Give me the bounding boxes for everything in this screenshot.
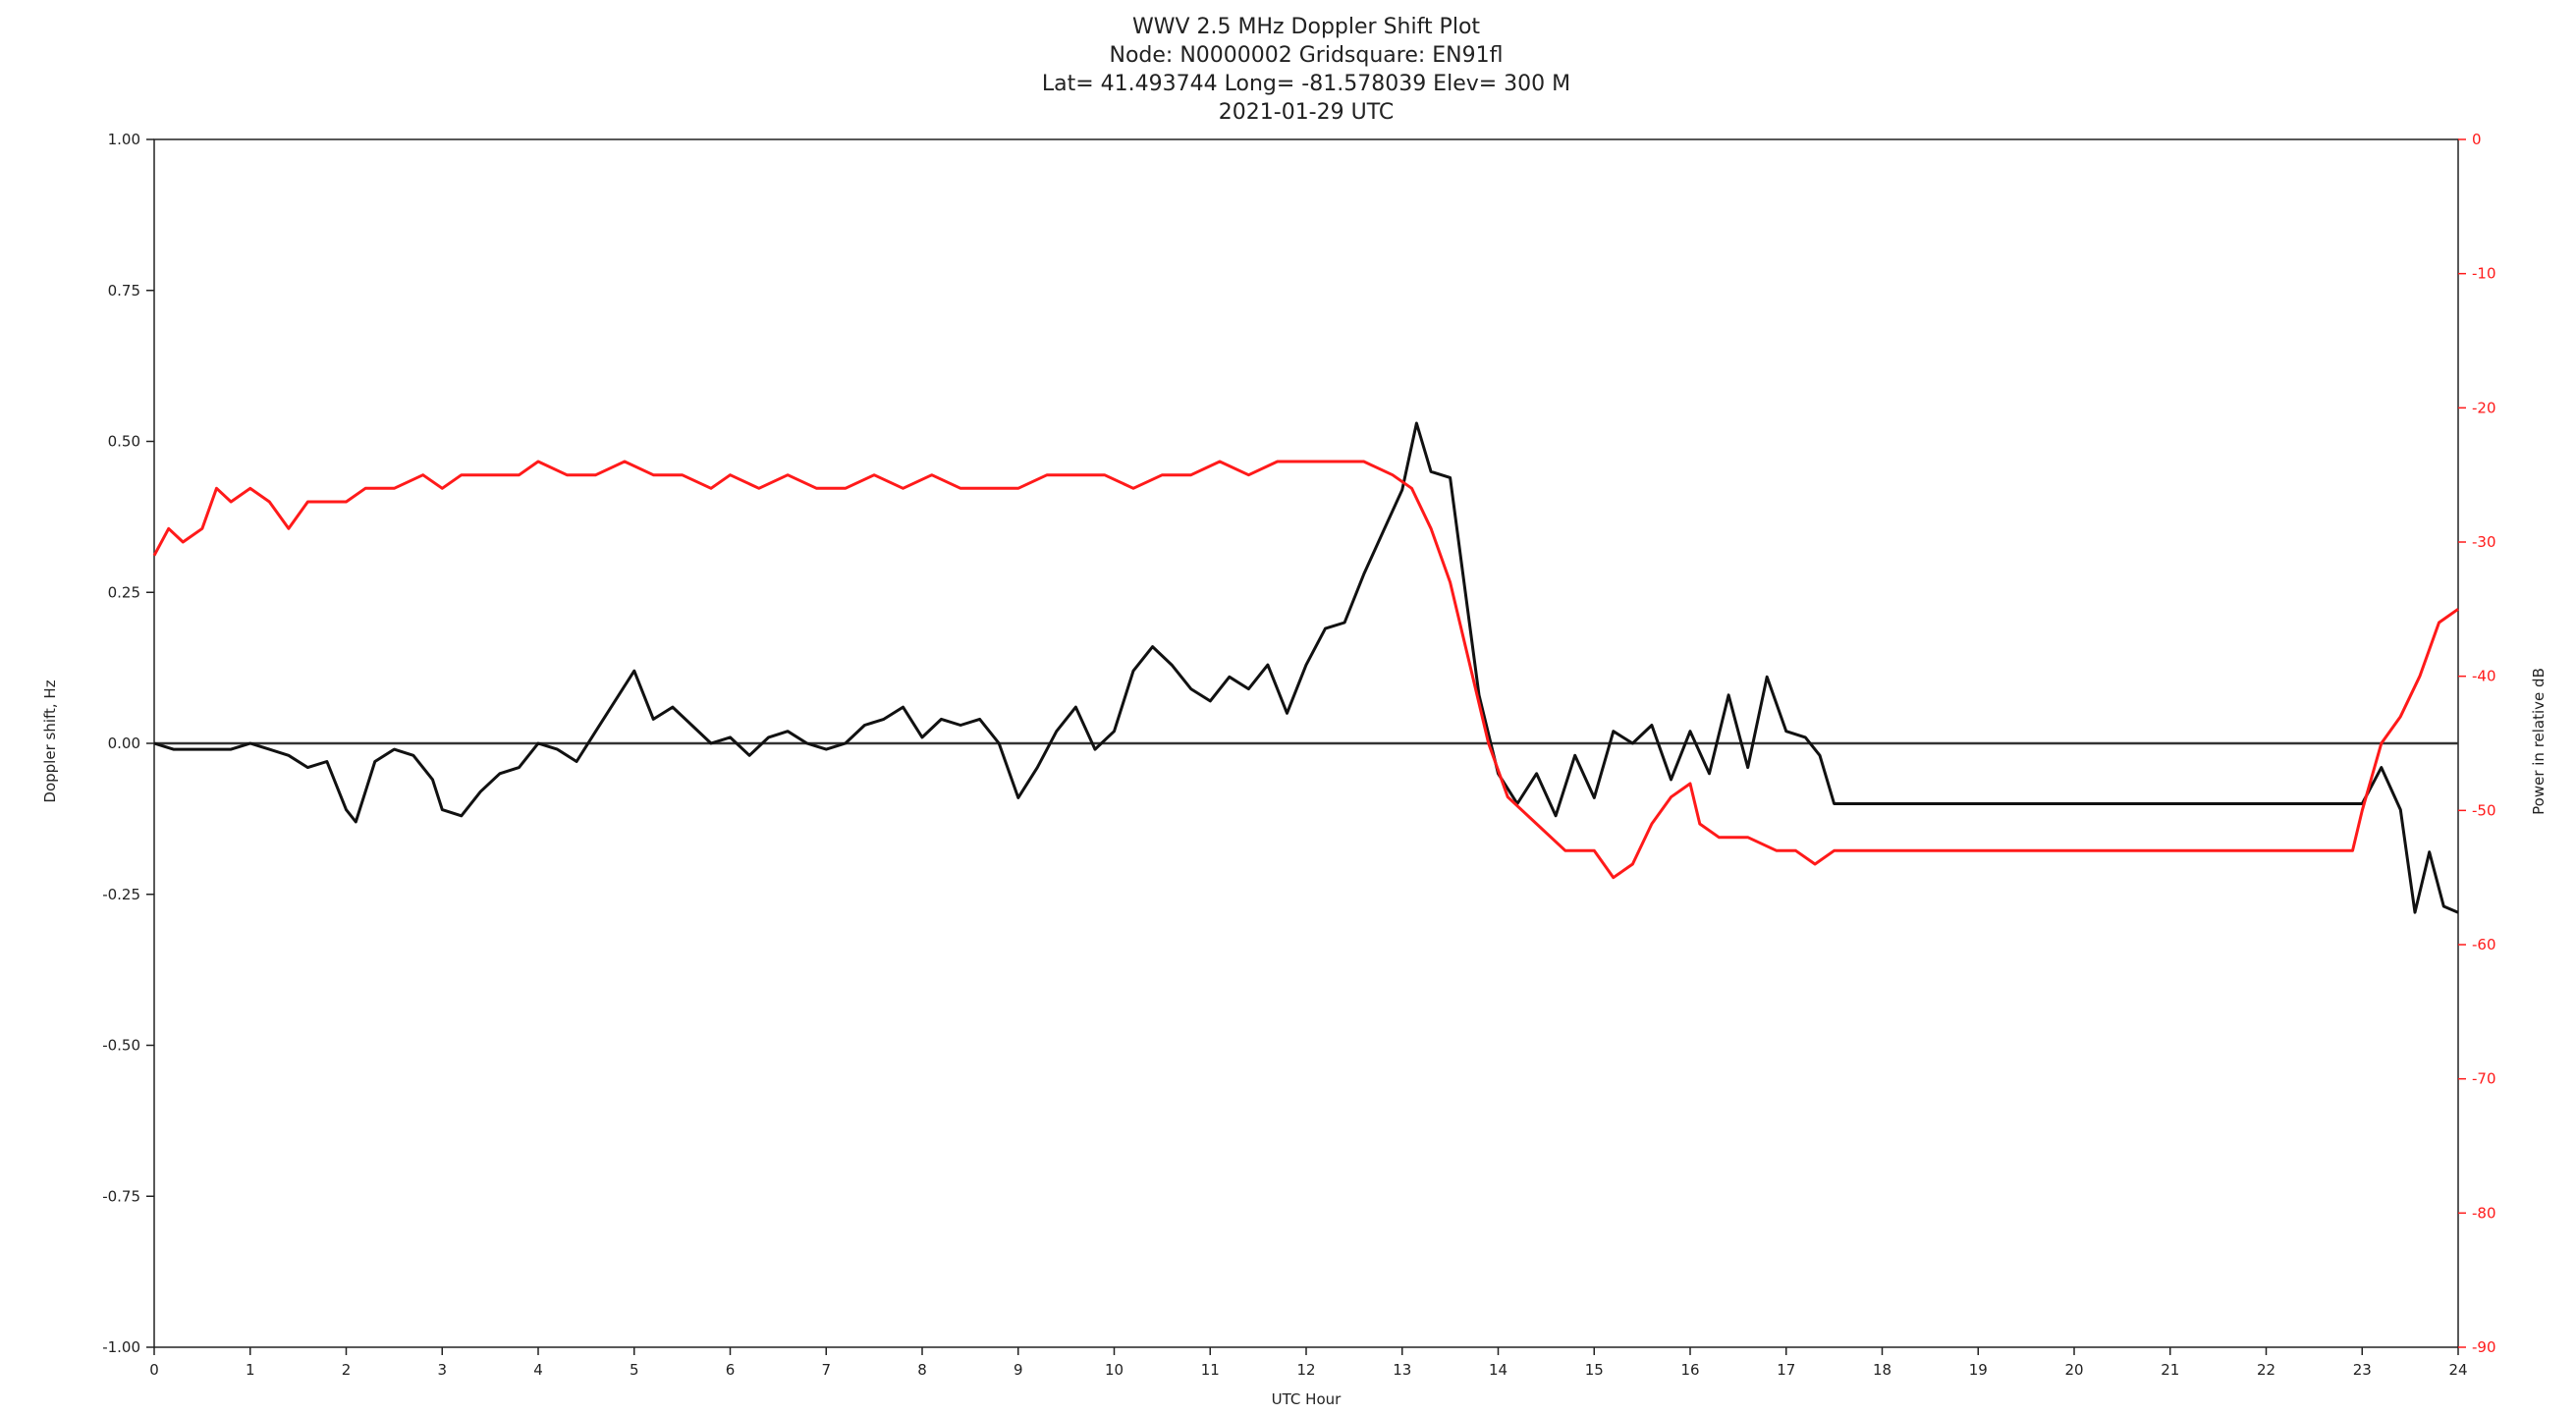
x-tick-label: 1	[246, 1361, 255, 1379]
x-tick-label: 21	[2161, 1361, 2179, 1379]
x-tick-label: 23	[2353, 1361, 2372, 1379]
y-right-tick-label: -30	[2472, 533, 2496, 551]
y-left-tick-label: 0.50	[108, 433, 140, 451]
x-tick-label: 10	[1105, 1361, 1124, 1379]
x-tick-label: 11	[1201, 1361, 1220, 1379]
y-right-tick-label: 0	[2472, 131, 2482, 148]
x-tick-label: 5	[630, 1361, 639, 1379]
y-axis-right-label: Power in relative dB	[2530, 668, 2548, 815]
x-tick-label: 2	[342, 1361, 352, 1379]
title-line-3: Lat= 41.493744 Long= -81.578039 Elev= 30…	[1042, 72, 1570, 96]
x-tick-label: 16	[1680, 1361, 1699, 1379]
doppler-series-line	[153, 421, 2459, 914]
x-tick-label: 17	[1777, 1361, 1795, 1379]
y-axis-left-label: Doppler shift, Hz	[41, 680, 59, 802]
x-tick-label: 0	[149, 1361, 159, 1379]
x-tick-label: 24	[2448, 1361, 2467, 1379]
x-tick-label: 18	[1873, 1361, 1891, 1379]
y-right-tick-label: -80	[2472, 1204, 2496, 1222]
title-line-4: 2021-01-29 UTC	[1219, 100, 1394, 125]
y-left-tick-label: 0.25	[108, 583, 140, 601]
chart-title: WWV 2.5 MHz Doppler Shift Plot Node: N00…	[1042, 15, 1570, 125]
x-tick-label: 8	[917, 1361, 927, 1379]
x-tick-label: 4	[533, 1361, 543, 1379]
title-line-1: WWV 2.5 MHz Doppler Shift Plot	[1132, 15, 1480, 39]
x-axis-label: UTC Hour	[1272, 1390, 1342, 1408]
y-axis-left: 1.00 0.75 0.50 0.25 0.00 -0.25 -0.50 -0.75 -1.00	[102, 131, 154, 1356]
x-tick-label: 3	[437, 1361, 447, 1379]
y-right-tick-label: -70	[2472, 1070, 2496, 1088]
x-tick-label: 9	[1014, 1361, 1023, 1379]
y-left-tick-label: 1.00	[108, 131, 140, 148]
y-left-tick-label: -0.25	[102, 886, 140, 903]
power-series-line	[152, 460, 2459, 880]
x-tick-label: 22	[2257, 1361, 2275, 1379]
y-axis-right: 0 -10 -20 -30 -40 -50 -60 -70 -80 -90	[2458, 131, 2496, 1356]
series-lines	[152, 421, 2459, 914]
x-tick-label: 7	[821, 1361, 831, 1379]
x-tick-label: 15	[1585, 1361, 1604, 1379]
x-axis: 0 1 2 3 4 5 6 7 8 9 10 11 12 13 14 15 16 17 18 19 20 21 22 23 24	[149, 1347, 2468, 1379]
y-right-tick-label: -40	[2472, 668, 2496, 685]
x-tick-label: 14	[1489, 1361, 1507, 1379]
y-right-tick-label: -60	[2472, 936, 2496, 953]
x-tick-label: 19	[1969, 1361, 1988, 1379]
y-left-tick-label: -0.50	[102, 1037, 140, 1055]
y-right-tick-label: -50	[2472, 801, 2496, 819]
x-tick-label: 20	[2064, 1361, 2083, 1379]
y-left-tick-label: -0.75	[102, 1187, 140, 1205]
title-line-2: Node: N0000002 Gridsquare: EN91fl	[1110, 43, 1504, 68]
y-right-tick-label: -10	[2472, 265, 2496, 283]
x-tick-label: 6	[726, 1361, 736, 1379]
x-tick-label: 13	[1393, 1361, 1411, 1379]
y-right-tick-label: -20	[2472, 399, 2496, 416]
y-left-tick-label: 0.00	[108, 735, 140, 752]
y-right-tick-label: -90	[2472, 1338, 2496, 1356]
y-left-tick-label: 0.75	[108, 282, 140, 299]
y-left-tick-label: -1.00	[102, 1338, 140, 1356]
x-tick-label: 12	[1296, 1361, 1315, 1379]
